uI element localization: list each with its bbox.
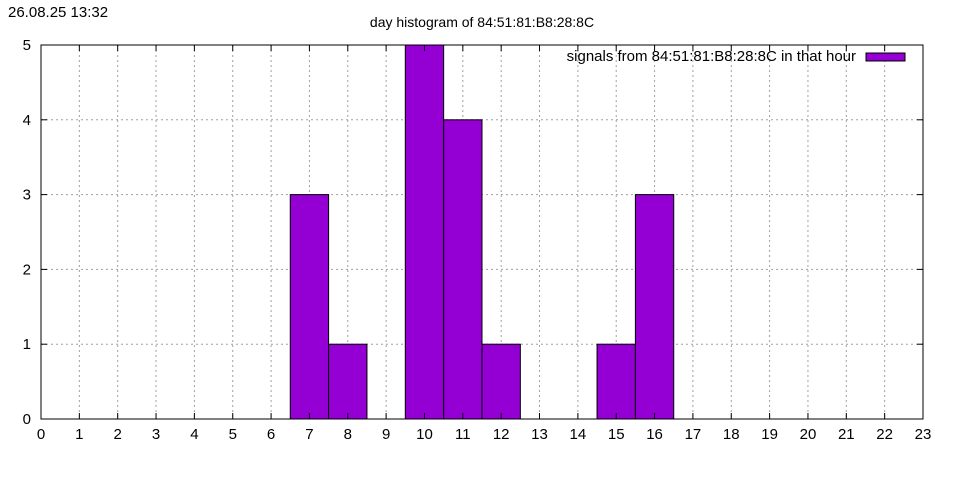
timestamp-label: 26.08.25 13:32: [8, 4, 109, 21]
bars: [289, 44, 675, 420]
grid-lines: [41, 45, 923, 419]
x-tick-label: 13: [531, 426, 548, 443]
x-tick-label: 21: [838, 426, 855, 443]
x-tick-label: 9: [382, 426, 390, 443]
legend-swatch: [865, 52, 906, 62]
x-tick-label: 20: [800, 426, 817, 443]
histogram-bar: [404, 44, 445, 420]
histogram-bar: [596, 343, 636, 420]
y-tick-label: 0: [23, 411, 31, 428]
plot-border: [40, 44, 924, 420]
x-tick-label: 17: [685, 426, 702, 443]
x-tick-label: 15: [608, 426, 625, 443]
x-tick-label: 2: [114, 426, 122, 443]
legend-label: signals from 84:51:81:B8:28:8C in that h…: [567, 48, 856, 65]
tick-labels: 0 1 2 3 4 5 6 7 8 9 10 11 12 13 14 15 16 17 18 19 20 21 22 2301…: [23, 37, 932, 443]
y-tick-label: 2: [23, 261, 31, 278]
y-tick-label: 5: [23, 37, 31, 54]
histogram-bar: [634, 194, 675, 420]
x-tick-label: 3: [152, 426, 160, 443]
x-tick-label: 8: [344, 426, 352, 443]
legend: signals from 84:51:81:B8:28:8C in that h…: [567, 48, 906, 65]
x-tick-label: 4: [190, 426, 198, 443]
x-tick-label: 6: [267, 426, 275, 443]
y-tick-label: 1: [23, 336, 31, 353]
x-tick-label: 5: [229, 426, 237, 443]
x-tick-label: 0: [37, 426, 45, 443]
x-tick-label: 14: [570, 426, 587, 443]
x-tick-label: 23: [915, 426, 932, 443]
x-tick-label: 10: [416, 426, 433, 443]
histogram-bar: [481, 343, 521, 420]
histogram-bar: [328, 343, 368, 420]
x-tick-label: 22: [876, 426, 893, 443]
histogram-bar: [443, 119, 483, 420]
x-tick-label: 1: [75, 426, 83, 443]
histogram-bar: [289, 194, 330, 420]
x-tick-label: 12: [493, 426, 510, 443]
chart-title: day histogram of 84:51:81:B8:28:8C: [370, 14, 594, 30]
y-tick-label: 4: [23, 112, 31, 129]
y-tick-label: 3: [23, 187, 31, 204]
x-tick-label: 11: [455, 426, 471, 443]
axis-ticks: [40, 44, 924, 420]
x-tick-label: 16: [646, 426, 663, 443]
x-tick-label: 19: [761, 426, 778, 443]
x-tick-label: 7: [305, 426, 313, 443]
x-tick-label: 18: [723, 426, 740, 443]
